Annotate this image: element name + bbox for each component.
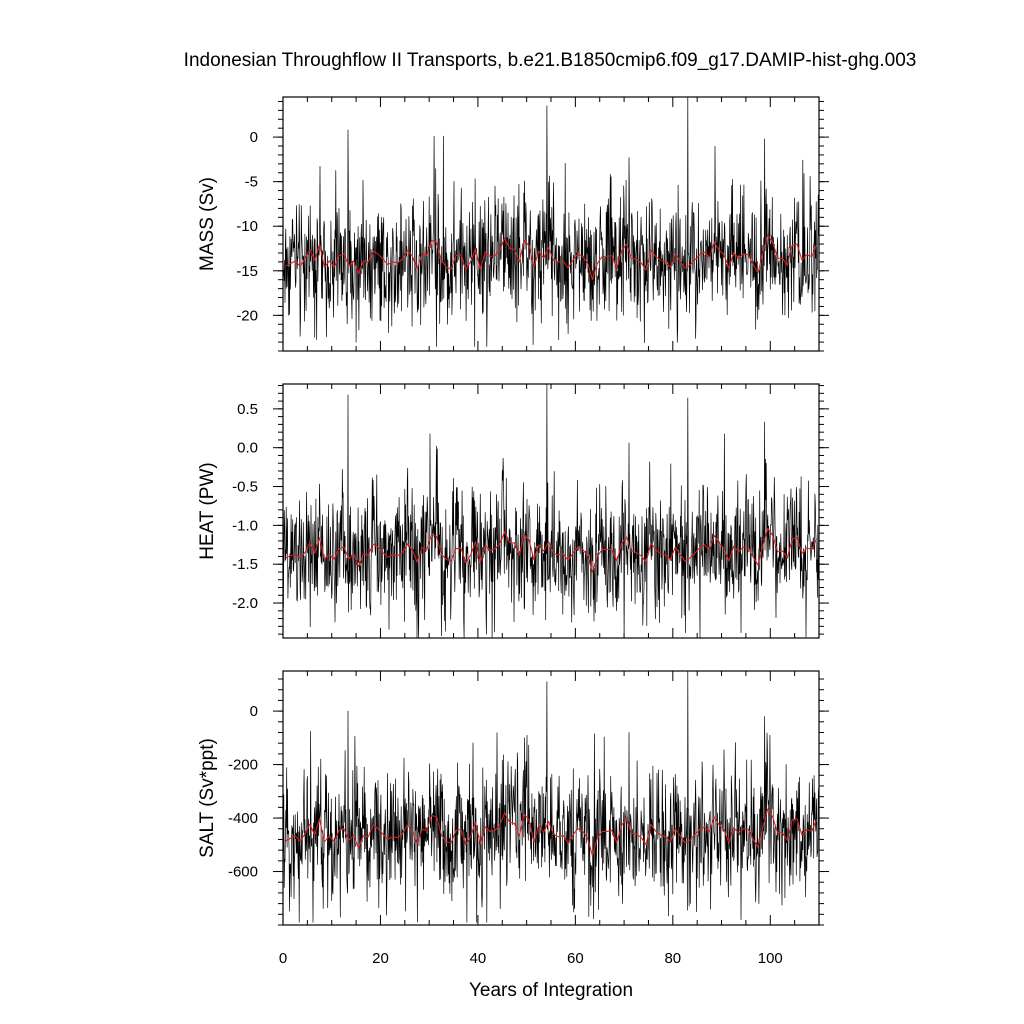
heat-y-tick-label: -0.5 xyxy=(232,479,258,496)
salt-panel: 0 -200 -400 -600 SALT (Sv*ppt) 0 20 40 60 80 100 Ye… xyxy=(197,670,829,1001)
panels: 0 -5 -10 -15 -20 MASS (Sv) 0.5 0.0 -0.5 -1.0 -1.5 -… xyxy=(197,96,829,1001)
heat-y-tick-label: -2.0 xyxy=(232,595,258,612)
heat-y-tick-label: -1.5 xyxy=(232,556,258,573)
salt-x-tick-label: 20 xyxy=(372,950,389,967)
salt-x-tick-label: 60 xyxy=(567,950,584,967)
heat-y-tick-label: 0.0 xyxy=(237,440,258,457)
heat-monthly-series-line xyxy=(282,383,819,639)
heat-y-tick-label: 0.5 xyxy=(237,401,258,418)
mass-panel: 0 -5 -10 -15 -20 MASS (Sv) xyxy=(197,96,829,352)
salt-x-tick-label: 0 xyxy=(279,950,287,967)
heat-panel: 0.5 0.0 -0.5 -1.0 -1.5 -2.0 HEAT (PW) xyxy=(197,383,829,639)
heat-annual-series-line xyxy=(285,527,818,573)
mass-y-axis-title: MASS (Sv) xyxy=(197,177,218,271)
mass-annual-series-line xyxy=(285,234,818,281)
mass-monthly-series-line xyxy=(282,96,819,347)
mass-y-tick-label: -15 xyxy=(236,263,258,280)
salt-x-tick-label: 40 xyxy=(470,950,487,967)
salt-x-tick-label: 80 xyxy=(664,950,681,967)
heat-plot-frame xyxy=(282,383,820,639)
salt-y-tick-label: 0 xyxy=(250,703,258,720)
mass-y-tick-label: -5 xyxy=(245,174,258,191)
mass-y-tick-label: -10 xyxy=(236,218,258,235)
salt-annual-series-line xyxy=(285,808,818,857)
chart-title: Indonesian Throughflow II Transports, b.… xyxy=(184,50,917,71)
mass-y-tick-label: -20 xyxy=(236,307,258,324)
x-axis-title: Years of Integration xyxy=(469,980,633,1001)
mass-y-tick-label: 0 xyxy=(250,129,258,146)
salt-y-tick-label: -600 xyxy=(228,864,258,881)
heat-y-axis-title: HEAT (PW) xyxy=(197,462,218,559)
salt-monthly-series-line xyxy=(282,670,819,923)
salt-y-tick-label: -400 xyxy=(228,810,258,827)
salt-y-tick-label: -200 xyxy=(228,757,258,774)
salt-x-tick-label: 100 xyxy=(758,950,783,967)
salt-y-axis-title: SALT (Sv*ppt) xyxy=(197,738,218,858)
heat-y-tick-label: -1.0 xyxy=(232,517,258,534)
